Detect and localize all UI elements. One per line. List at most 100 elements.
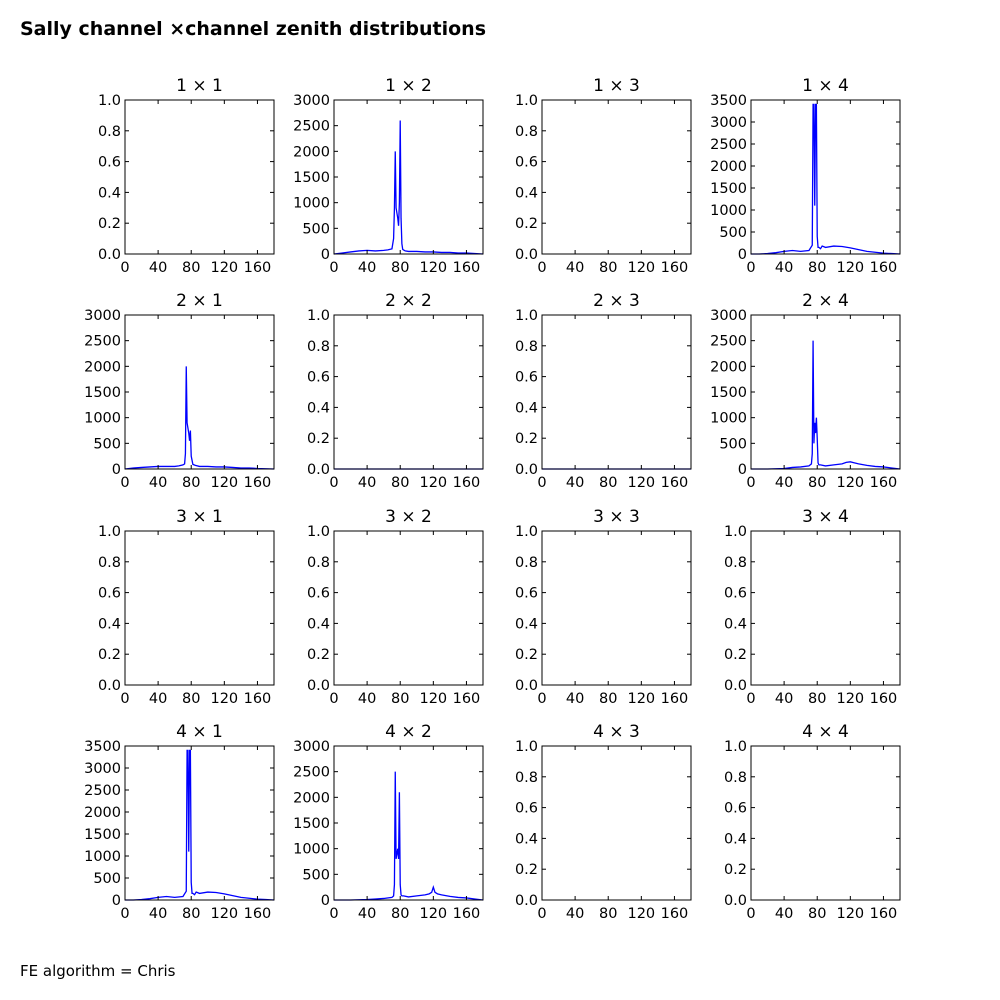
y-tick-label: 500 [719,436,747,452]
x-tick-label: 0 [537,475,546,491]
x-tick-label: 120 [419,260,447,276]
x-tick-label: 0 [329,691,338,707]
x-tick-label: 80 [391,906,409,922]
data-series-line [751,103,901,255]
y-tick-label: 3500 [710,93,747,109]
x-tick-label: 160 [244,475,272,491]
y-tick-label: 2000 [293,790,330,806]
y-tick-label: 0.4 [515,616,538,632]
y-tick-label: 1500 [84,385,121,401]
x-tick-label: 0 [746,260,755,276]
axes-frame [124,745,275,901]
y-tick-label: 0.8 [515,770,538,786]
subplot-title: 1 × 3 [593,76,640,96]
y-tick-label: 2000 [710,159,747,175]
y-tick-label: 0.2 [307,647,330,663]
subplot-title: 3 × 1 [176,507,223,527]
x-tick-label: 160 [870,691,898,707]
y-tick-label: 0.2 [98,647,121,663]
axes-frame [124,314,275,470]
subplot-4x1: 0 40 80 120 160 0 500 1000 1500 2000 2500 3000 3500 4… [84,722,275,922]
y-tick-label: 2000 [84,359,121,375]
y-tick-label: 1.0 [515,93,538,109]
y-tick-label: 0.0 [515,678,538,694]
y-tick-label: 2000 [84,805,121,821]
y-tick-label: 1500 [710,181,747,197]
subplot-title: 2 × 3 [593,291,640,311]
y-tick-label: 0.8 [515,555,538,571]
y-tick-label: 0.2 [515,431,538,447]
y-tick-label: 3500 [84,739,121,755]
y-tick-label: 0.8 [98,555,121,571]
y-tick-label: 0.6 [98,155,121,171]
x-tick-label: 0 [537,260,546,276]
subplot-4x4: 0 40 80 120 160 0.0 0.2 0.4 0.6 0.8 1.0 4 × 4 [724,722,901,922]
x-tick-label: 80 [391,260,409,276]
y-tick-label: 0.2 [724,647,747,663]
x-tick-label: 40 [566,475,584,491]
y-tick-label: 0.6 [515,155,538,171]
x-tick-label: 160 [661,475,689,491]
x-tick-label: 160 [661,691,689,707]
y-tick-label: 2500 [84,334,121,350]
y-tick-label: 1.0 [515,524,538,540]
y-tick-label: 2500 [293,119,330,135]
y-tick-label: 0.2 [724,862,747,878]
y-tick-label: 0.2 [515,216,538,232]
y-tick-label: 0.4 [98,616,121,632]
y-tick-label: 0.2 [307,431,330,447]
subplot-title: 2 × 4 [802,291,849,311]
x-tick-label: 40 [149,906,167,922]
y-tick-label: 0.8 [724,555,747,571]
x-tick-label: 80 [391,691,409,707]
y-tick-label: 1000 [84,849,121,865]
subplot-3x2: 0 40 80 120 160 0.0 0.2 0.4 0.6 0.8 1.0 3 × 2 [307,507,484,707]
x-tick-label: 120 [419,691,447,707]
subplot-4x3: 0 40 80 120 160 0.0 0.2 0.4 0.6 0.8 1.0 4 × 3 [515,722,692,922]
y-tick-label: 0.0 [724,893,747,909]
x-tick-label: 80 [808,691,826,707]
subplot-title: 4 × 2 [385,722,432,742]
data-series-line [334,771,484,901]
x-tick-label: 40 [149,260,167,276]
x-tick-label: 80 [182,906,200,922]
y-tick-label: 500 [302,867,330,883]
y-tick-label: 2000 [293,144,330,160]
x-tick-label: 40 [566,906,584,922]
y-tick-label: 0.4 [724,616,747,632]
x-tick-label: 160 [244,906,272,922]
y-tick-label: 1000 [84,411,121,427]
x-tick-label: 120 [836,691,864,707]
x-tick-label: 80 [182,475,200,491]
x-tick-label: 160 [661,906,689,922]
y-tick-label: 0.4 [515,831,538,847]
data-series-line [124,366,275,470]
x-tick-label: 0 [537,906,546,922]
axes-frame [333,314,484,470]
subplot-title: 1 × 1 [176,76,223,96]
y-tick-label: 2500 [710,137,747,153]
x-tick-label: 120 [836,260,864,276]
y-tick-label: 1500 [710,385,747,401]
x-tick-label: 120 [836,906,864,922]
subplot-2x1: 0 40 80 120 160 0 500 1000 1500 2000 2500 3000 2 × 1 [84,291,275,491]
axes-frame [541,745,692,901]
y-tick-label: 0.4 [307,400,330,416]
y-tick-label: 0.0 [307,678,330,694]
subplot-title: 4 × 3 [593,722,640,742]
y-tick-label: 0.8 [98,124,121,140]
y-tick-label: 1500 [293,170,330,186]
x-tick-label: 80 [808,906,826,922]
x-tick-label: 0 [120,260,129,276]
subplot-1x3: 0 40 80 120 160 0.0 0.2 0.4 0.6 0.8 1.0 1 × 3 [515,76,692,276]
y-tick-label: 1.0 [515,308,538,324]
axes-frame [541,99,692,255]
subplot-title: 3 × 2 [385,507,432,527]
y-tick-label: 2000 [710,359,747,375]
x-tick-label: 0 [746,475,755,491]
subplot-1x1: 0 40 80 120 160 0.0 0.2 0.4 0.6 0.8 1.0 1 × 1 [98,76,275,276]
data-series-line [333,120,484,255]
x-tick-label: 40 [358,260,376,276]
y-tick-label: 1.0 [98,524,121,540]
